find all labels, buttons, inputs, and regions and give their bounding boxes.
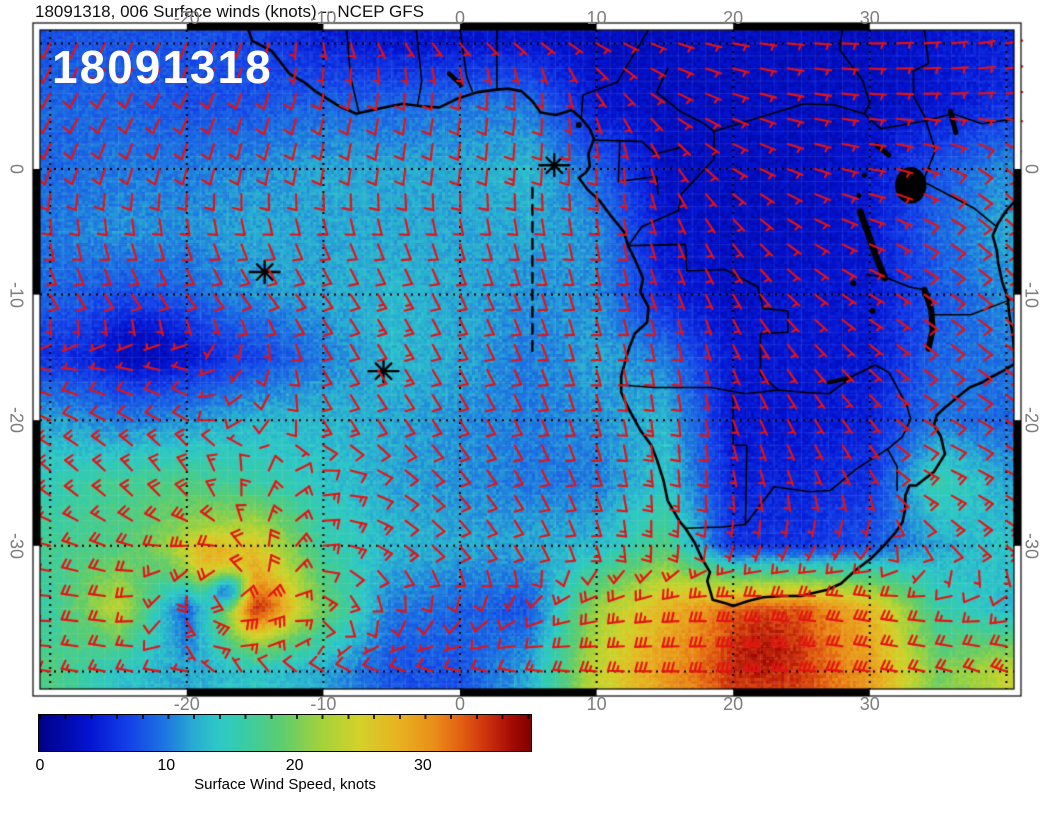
lon-tick-label: 10 (586, 694, 607, 714)
colorbar-tick-label: 20 (285, 757, 304, 774)
lon-tick-label: 30 (859, 694, 880, 714)
colorbar-tick-label: 10 (157, 757, 176, 774)
lat-tick-label: -30 (6, 532, 27, 559)
lon-tick-label: 0 (454, 8, 466, 28)
colorbar-label: Surface Wind Speed, knots (194, 776, 376, 793)
colorbar-gradient (39, 715, 531, 751)
lat-tick-label: 0 (6, 163, 27, 175)
lon-tick-label: -10 (310, 694, 337, 714)
datetime-stamp: 18091318 (52, 41, 273, 93)
colorbar (38, 714, 532, 752)
lon-tick-label: -10 (310, 8, 337, 28)
lat-tick-label: -10 (6, 281, 27, 308)
lon-tick-label: 20 (723, 8, 744, 28)
lon-tick-label: -20 (173, 8, 200, 28)
lon-tick-label: 0 (454, 694, 466, 714)
lat-tick-label: -30 (1021, 532, 1042, 559)
colorbar-tick-dots (39, 715, 531, 719)
lon-tick-label: -20 (173, 694, 200, 714)
lat-tick-label: -20 (6, 407, 27, 434)
lon-tick-label: 10 (586, 8, 607, 28)
colorbar-tick-label: 0 (35, 757, 45, 774)
figure-title: 18091318, 006 Surface winds (knots) -- N… (35, 2, 424, 21)
lat-tick-label: 0 (1021, 163, 1042, 175)
lat-tick-label: -20 (1021, 407, 1042, 434)
lat-tick-label: -10 (1021, 281, 1042, 308)
colorbar-tick-label: 30 (414, 757, 432, 774)
lon-tick-label: 30 (859, 8, 880, 28)
lon-tick-label: 20 (723, 694, 744, 714)
